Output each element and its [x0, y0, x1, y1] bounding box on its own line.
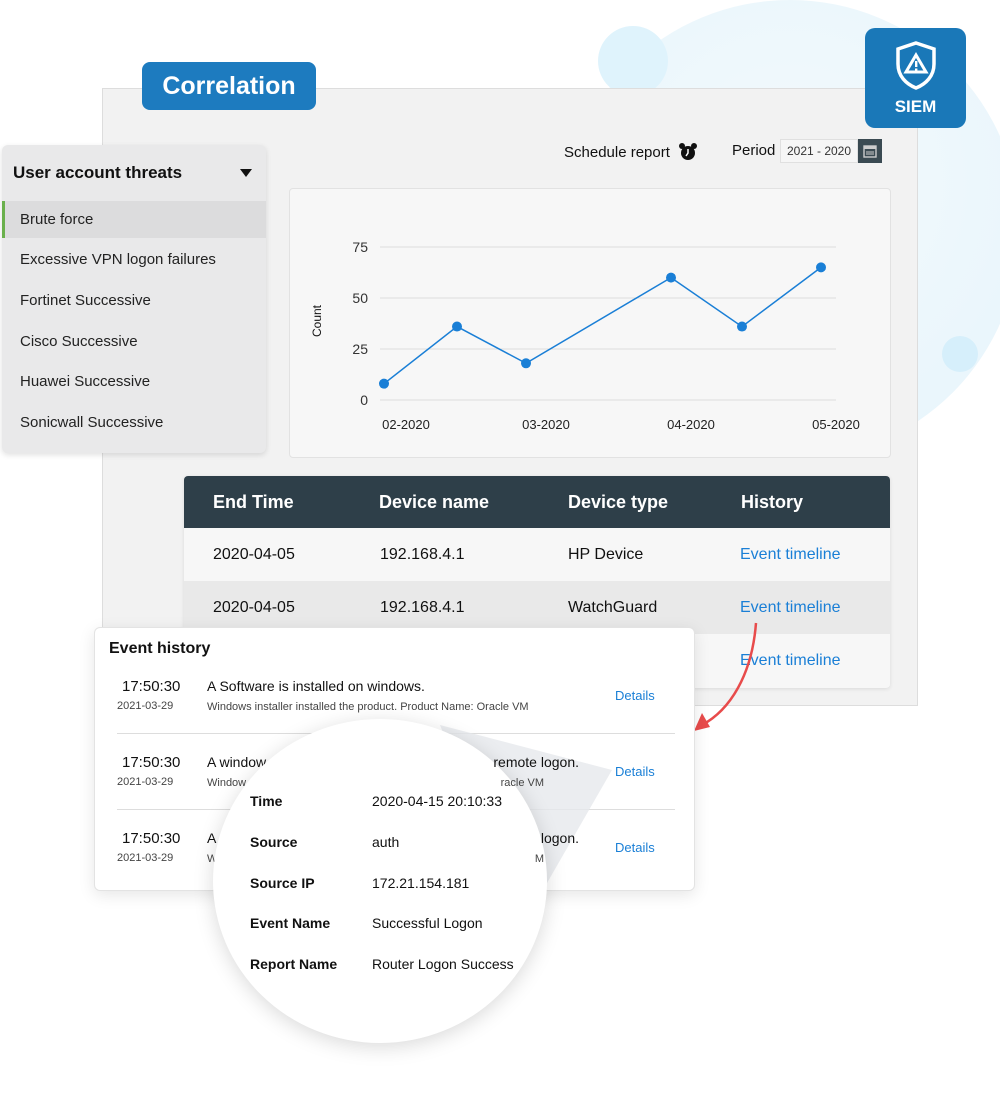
- event-row: 17:50:30 2021-03-29 A window Window remo…: [95, 754, 696, 830]
- pointer-arrow: [694, 622, 758, 731]
- event-time: 17:50:30: [122, 678, 181, 695]
- sidebar-item[interactable]: Cisco Successive: [20, 333, 138, 350]
- table-header: End Time Device name Device type History: [184, 476, 890, 528]
- event-title: A: [207, 830, 217, 846]
- event-desc: Window: [207, 777, 247, 789]
- x-tick-label: 02-2020: [382, 417, 430, 432]
- detail-key: Source: [250, 834, 298, 850]
- end-time: 2020-04-05: [213, 545, 295, 563]
- end-time: 2020-04-05: [213, 598, 295, 616]
- detail-value: Successful Logon: [372, 915, 483, 931]
- event-time: 17:50:30: [122, 830, 181, 847]
- sidebar-item[interactable]: Sonicwall Successive: [20, 414, 164, 431]
- data-point: [816, 262, 826, 273]
- x-tick-label: 04-2020: [667, 417, 715, 432]
- sidebar-title[interactable]: User account threats: [13, 163, 183, 182]
- detail-value: 2020-04-15 20:10:33: [372, 793, 502, 809]
- shield-alert-icon: [895, 41, 936, 90]
- sidebar-item[interactable]: Fortinet Successive: [20, 292, 151, 309]
- column-header: End Time: [213, 491, 294, 512]
- line-chart: 0 25 50 75 Count 02-2020 03-2020 04-2020 05-2020: [310, 239, 860, 432]
- event-desc: Windows installer installed the product.…: [207, 701, 529, 713]
- threat-sidebar: User account threats Brute force Excessi…: [2, 145, 266, 453]
- data-point: [379, 378, 389, 389]
- caret-down-icon[interactable]: [240, 169, 252, 177]
- x-tick-label: 05-2020: [812, 417, 860, 432]
- data-point: [452, 321, 462, 332]
- event-timeline-link[interactable]: Event timeline: [740, 598, 841, 616]
- event-desc-end: racle VM: [500, 777, 544, 789]
- sidebar-item[interactable]: Brute force: [2, 201, 266, 238]
- column-header: History: [741, 491, 804, 512]
- decor-circle: [598, 26, 668, 96]
- series-line: [383, 266, 822, 385]
- event-date: 2021-03-29: [117, 852, 174, 864]
- details-link[interactable]: Details: [615, 840, 655, 855]
- event-desc-end: M: [534, 853, 544, 865]
- schedule-report-button[interactable]: Schedule report: [564, 142, 698, 162]
- sidebar-item[interactable]: Huawei Successive: [20, 373, 151, 390]
- detail-key: Event Name: [250, 915, 331, 931]
- table-row: 2020-04-05 192.168.4.1 WatchGuard Event …: [184, 581, 890, 634]
- detail-key: Report Name: [250, 956, 338, 972]
- siem-badge: SIEM: [865, 28, 966, 128]
- y-tick-label: 0: [360, 392, 368, 408]
- event-timeline-link[interactable]: Event timeline: [740, 651, 841, 669]
- alarm-clock-icon: [678, 143, 697, 160]
- siem-label: SIEM: [894, 97, 937, 116]
- y-tick-label: 75: [352, 239, 368, 255]
- y-tick-label: 50: [352, 290, 368, 306]
- event-desc: W: [207, 853, 218, 865]
- correlation-badge: Correlation: [142, 62, 316, 110]
- event-row: 17:50:30 2021-03-29 A Software is instal…: [95, 678, 696, 754]
- device-type: WatchGuard: [568, 598, 658, 616]
- event-row: 17:50:30 2021-03-29 A W logon. M Details: [95, 830, 696, 906]
- device-name: 192.168.4.1: [380, 598, 465, 616]
- detail-value: 172.21.154.181: [372, 875, 470, 891]
- sidebar-item[interactable]: Excessive VPN logon failures: [20, 251, 216, 268]
- schedule-report-label: Schedule report: [564, 143, 670, 161]
- detail-value: Router Logon Success: [372, 956, 514, 972]
- detail-key: Time: [250, 793, 283, 809]
- table-row: 2020-04-05 192.168.4.1 HP Device Event t…: [184, 528, 890, 581]
- x-tick-label: 03-2020: [522, 417, 570, 432]
- event-title-end: logon.: [540, 830, 579, 846]
- event-title: A window: [207, 754, 267, 770]
- period-label: Period: [732, 142, 776, 159]
- column-header: Device type: [568, 491, 669, 512]
- event-detail-magnifier: Time 2020-04-15 20:10:33 Source auth Sou…: [213, 719, 547, 1043]
- column-header: Device name: [379, 491, 490, 512]
- details-link[interactable]: Details: [615, 764, 655, 779]
- event-title: A Software is installed on windows.: [207, 678, 425, 694]
- event-time: 17:50:30: [122, 754, 181, 771]
- calendar-button[interactable]: [858, 139, 882, 163]
- period-input[interactable]: 2021 - 2020: [780, 139, 858, 163]
- device-type: HP Device: [568, 545, 644, 563]
- calendar-icon: [863, 145, 877, 158]
- data-point: [737, 321, 747, 332]
- event-title-end: remote logon.: [493, 754, 579, 770]
- y-tick-label: 25: [352, 341, 368, 357]
- event-timeline-link[interactable]: Event timeline: [740, 545, 841, 563]
- decor-circle: [942, 336, 978, 372]
- event-history-title: Event history: [109, 640, 211, 657]
- data-point: [521, 358, 531, 369]
- detail-key: Source IP: [250, 875, 315, 891]
- data-point: [666, 272, 676, 283]
- device-name: 192.168.4.1: [380, 545, 465, 563]
- event-date: 2021-03-29: [117, 700, 174, 712]
- chart-card: 0 25 50 75 Count 02-2020 03-2020 04-2020 05-2020: [289, 188, 891, 458]
- detail-value: auth: [372, 834, 400, 850]
- event-date: 2021-03-29: [117, 776, 174, 788]
- y-axis-label: Count: [310, 304, 324, 337]
- details-link[interactable]: Details: [615, 688, 655, 703]
